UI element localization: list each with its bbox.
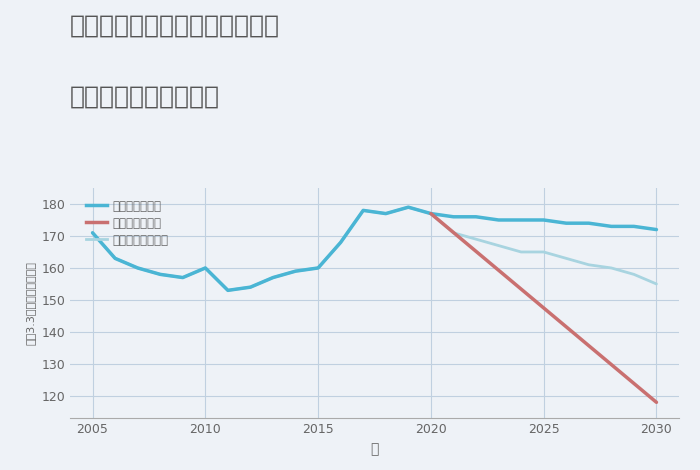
ノーマルシナリオ (472, 236, 480, 242)
ノーマルシナリオ (494, 243, 503, 249)
ノーマルシナリオ (201, 265, 209, 271)
グッドシナリオ (472, 214, 480, 219)
グッドシナリオ (359, 208, 368, 213)
グッドシナリオ (88, 230, 97, 235)
グッドシナリオ (246, 284, 255, 290)
ノーマルシナリオ (630, 272, 638, 277)
ノーマルシナリオ (88, 230, 97, 235)
グッドシナリオ (156, 272, 164, 277)
Line: グッドシナリオ: グッドシナリオ (92, 207, 657, 290)
グッドシナリオ (584, 220, 593, 226)
グッドシナリオ (517, 217, 525, 223)
グッドシナリオ (314, 265, 322, 271)
ノーマルシナリオ (382, 211, 390, 216)
グッドシナリオ (382, 211, 390, 216)
ノーマルシナリオ (337, 240, 345, 245)
グッドシナリオ (427, 211, 435, 216)
Y-axis label: 坪（3.3㎡）単価（万円）: 坪（3.3㎡）単価（万円） (26, 261, 36, 345)
グッドシナリオ (269, 275, 277, 281)
ノーマルシナリオ (540, 249, 548, 255)
グッドシナリオ (494, 217, 503, 223)
グッドシナリオ (224, 288, 232, 293)
ノーマルシナリオ (314, 265, 322, 271)
ノーマルシナリオ (224, 288, 232, 293)
ノーマルシナリオ (269, 275, 277, 281)
グッドシナリオ (111, 256, 119, 261)
ノーマルシナリオ (562, 256, 570, 261)
グッドシナリオ (449, 214, 458, 219)
ノーマルシナリオ (404, 204, 412, 210)
グッドシナリオ (201, 265, 209, 271)
ノーマルシナリオ (584, 262, 593, 267)
グッドシナリオ (134, 265, 142, 271)
ノーマルシナリオ (156, 272, 164, 277)
ノーマルシナリオ (291, 268, 300, 274)
ノーマルシナリオ (517, 249, 525, 255)
グッドシナリオ (178, 275, 187, 281)
X-axis label: 年: 年 (370, 442, 379, 456)
グッドシナリオ (607, 224, 615, 229)
ノーマルシナリオ (607, 265, 615, 271)
Legend: グッドシナリオ, バッドシナリオ, ノーマルシナリオ: グッドシナリオ, バッドシナリオ, ノーマルシナリオ (82, 196, 172, 251)
ノーマルシナリオ (134, 265, 142, 271)
ノーマルシナリオ (178, 275, 187, 281)
Line: ノーマルシナリオ: ノーマルシナリオ (92, 207, 657, 290)
ノーマルシナリオ (246, 284, 255, 290)
グッドシナリオ (652, 227, 661, 232)
グッドシナリオ (291, 268, 300, 274)
ノーマルシナリオ (449, 230, 458, 235)
ノーマルシナリオ (111, 256, 119, 261)
Text: 埼玉県さいたま市南区大谷口の: 埼玉県さいたま市南区大谷口の (70, 14, 280, 38)
ノーマルシナリオ (359, 208, 368, 213)
ノーマルシナリオ (427, 211, 435, 216)
Text: 中古戸建ての価格推移: 中古戸建ての価格推移 (70, 85, 220, 109)
グッドシナリオ (562, 220, 570, 226)
グッドシナリオ (630, 224, 638, 229)
グッドシナリオ (404, 204, 412, 210)
ノーマルシナリオ (652, 281, 661, 287)
グッドシナリオ (337, 240, 345, 245)
グッドシナリオ (540, 217, 548, 223)
